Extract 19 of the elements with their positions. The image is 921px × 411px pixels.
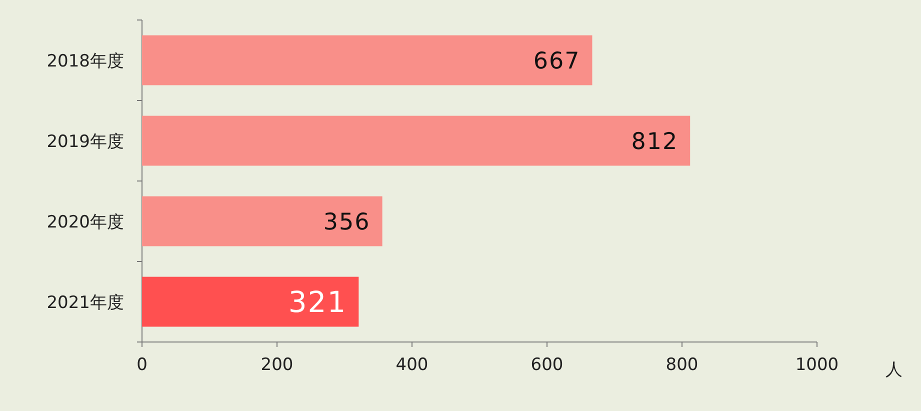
bar: [142, 276, 359, 327]
data-label: 321: [288, 284, 347, 319]
data-label: 356: [323, 209, 370, 236]
bar: [142, 35, 592, 86]
x-tick-label: 0: [136, 355, 148, 375]
x-tick-label: 400: [396, 355, 428, 375]
data-label: 812: [631, 128, 678, 155]
bar: [142, 196, 382, 246]
y-tick-label: 2020年度: [46, 212, 124, 232]
data-label: 667: [533, 48, 580, 74]
y-tick-label: 2021年度: [46, 292, 124, 313]
y-tick-label: 2018年度: [46, 51, 124, 72]
x-tick-label: 200: [260, 355, 294, 375]
x-tick-label: 600: [530, 355, 564, 375]
y-tick-label: 2019年度: [46, 132, 124, 152]
x-axis-title: 人: [886, 360, 902, 380]
x-tick-label: 800: [666, 355, 698, 375]
bar: [142, 116, 690, 166]
x-tick-label: 1000: [795, 355, 839, 375]
